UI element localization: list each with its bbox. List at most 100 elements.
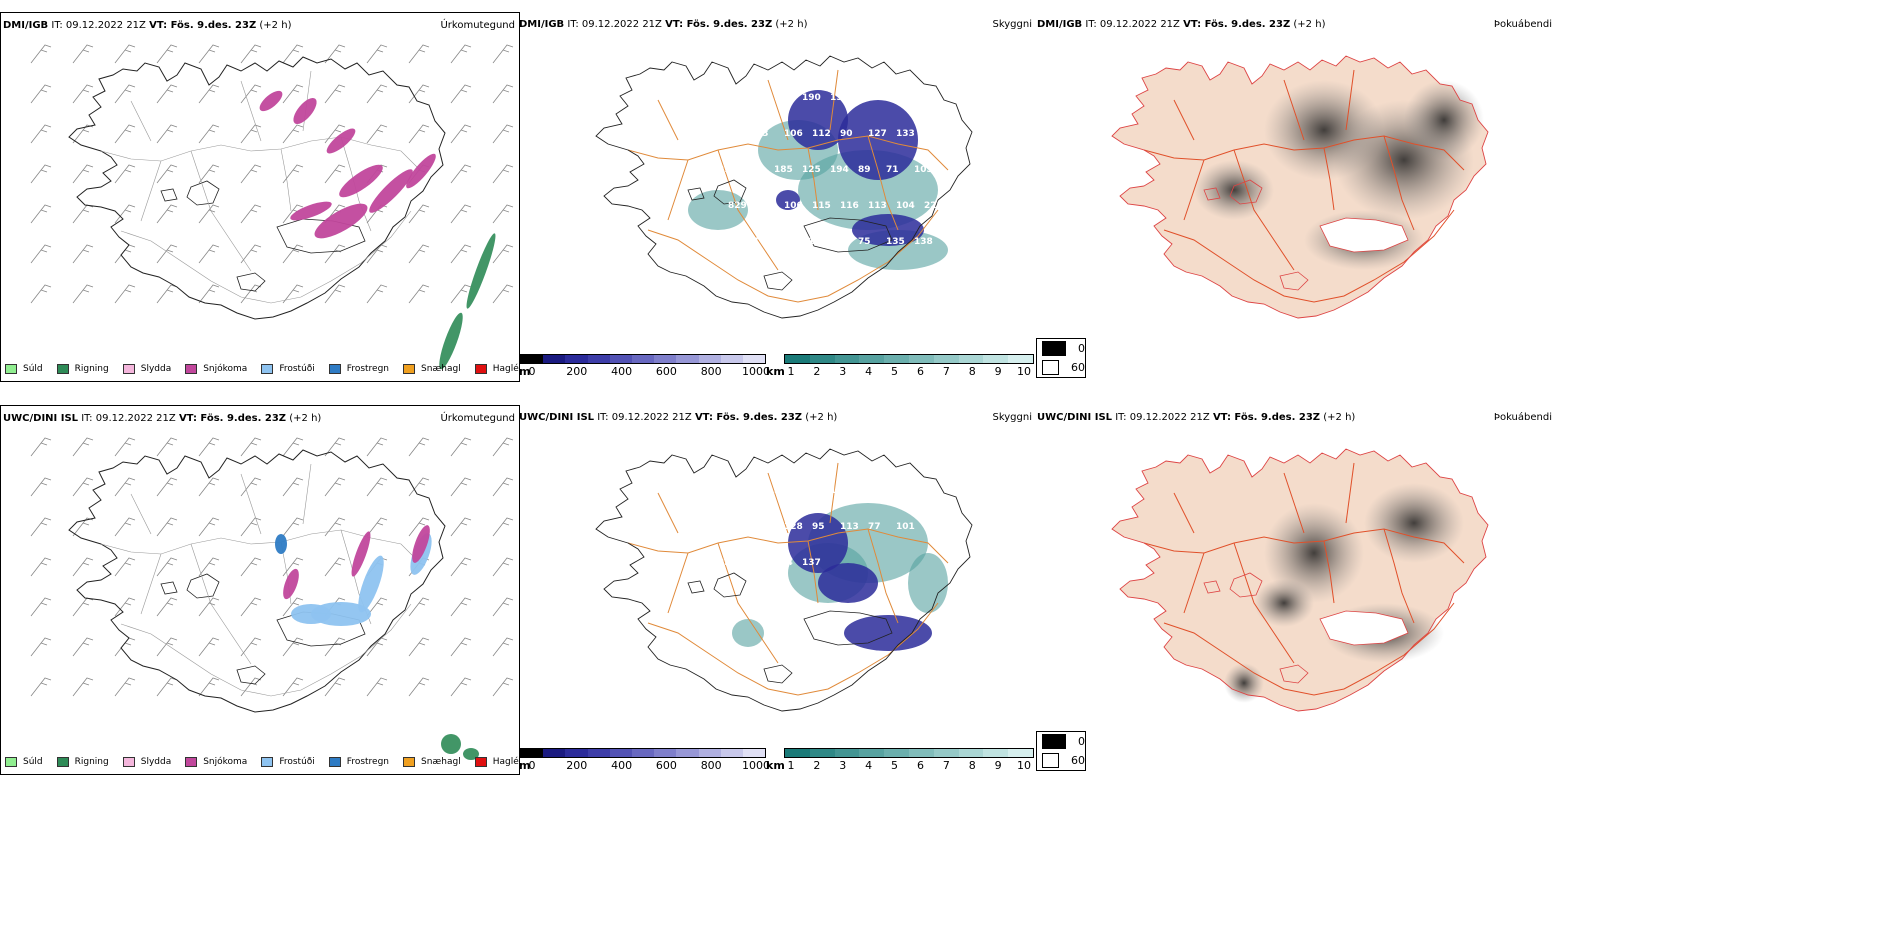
legend-label: Súld (23, 757, 43, 767)
visibility-value: 136 (830, 93, 849, 103)
glacier-outline (803, 217, 893, 253)
wind-barb (282, 677, 304, 697)
road (657, 492, 679, 534)
wind-barb (492, 517, 514, 537)
precip-area (788, 513, 848, 573)
road (1163, 602, 1455, 696)
legend-item: Frostúði (261, 364, 315, 374)
scale-step (742, 749, 766, 757)
wind-barb (366, 124, 388, 144)
visibility-value: 115 (812, 201, 831, 211)
wind-barb (450, 204, 472, 224)
scale-step (933, 749, 959, 757)
wind-barb (30, 124, 52, 144)
visibility-value: 231 (802, 486, 821, 496)
visibility-value: 106 (784, 201, 803, 211)
visibility-value: 350 (718, 558, 737, 568)
panel-header: DMI/IGB IT: 09.12.2022 21Z VT: Fös. 9.de… (3, 19, 519, 35)
visibility-value: 120 (774, 93, 793, 103)
issue-time: IT: 09.12.2022 21Z (1085, 19, 1180, 30)
visibility-value: 90 (840, 129, 853, 139)
scale-step (884, 355, 909, 363)
legend-item: Snjókoma (185, 364, 247, 374)
scale-tick-label: 600 (655, 365, 677, 378)
wind-barb (72, 677, 94, 697)
iceland-map: 82 95 120 190 136 115 126 97 100 53 106 112 90 127 133… (595, 55, 973, 319)
wind-barb (114, 44, 136, 64)
wind-barb (240, 164, 262, 184)
road (1183, 159, 1205, 221)
road (1345, 69, 1355, 131)
wind-barb (450, 677, 472, 697)
visibility-value: 101 (896, 522, 915, 532)
visibility-value: 223 (924, 201, 943, 211)
scale-step (742, 355, 766, 363)
scale-step (654, 749, 677, 757)
wind-barb (156, 677, 178, 697)
issue-time: IT: 09.12.2022 21Z (1115, 412, 1210, 423)
panel-title: Úrkomutegund (440, 413, 515, 424)
scale-step (958, 355, 984, 363)
wind-barb (114, 124, 136, 144)
precip-area (283, 568, 299, 600)
precip-area (776, 190, 800, 210)
scale-step (609, 355, 632, 363)
fog-black-swatch (1042, 734, 1066, 749)
glacier-outline (763, 664, 793, 684)
visibility-value: 82 (718, 93, 731, 103)
wind-barb (324, 44, 346, 64)
wind-barb (282, 244, 304, 264)
coastline (68, 56, 446, 320)
wind-barb (198, 244, 220, 264)
wind-barb (366, 677, 388, 697)
glacier-outline (1229, 572, 1263, 598)
valid-time: VT: Fös. 9.des. 23Z (149, 20, 257, 31)
wind-barb (324, 437, 346, 457)
km-scale-unit: km (766, 759, 785, 772)
legend-label: Frostregn (346, 364, 390, 374)
road (1283, 472, 1305, 534)
km-scale-ticks: 1 2 3 4 5 6 7 8 9 10 (784, 758, 1034, 772)
precip-area (259, 90, 283, 112)
wind-barb (72, 477, 94, 497)
wind-barb (450, 244, 472, 264)
valid-time: VT: Fös. 9.des. 23Z (1212, 412, 1321, 423)
legend-swatch (328, 757, 341, 767)
wind-barb (366, 597, 388, 617)
road (1143, 528, 1465, 564)
scale-step (676, 749, 699, 757)
road (1283, 79, 1305, 141)
road (667, 552, 689, 614)
wind-barb (156, 637, 178, 657)
m-scale-unit: m (519, 759, 531, 772)
visibility-labels: 82 95 120 190 136 115 126 97 100 53 106 112 90 127 133… (718, 93, 943, 247)
wind-barb (366, 44, 388, 64)
lead-time: (+2 h) (1293, 19, 1326, 30)
visibility-value: 67 (746, 237, 759, 247)
legend-swatch (474, 757, 487, 767)
legend-swatch (185, 364, 198, 374)
road (647, 602, 939, 696)
legend-item: Snæhagl (403, 757, 461, 767)
visibility-value: 469 (718, 486, 737, 496)
legend-swatch (56, 364, 69, 374)
wind-barb (366, 284, 388, 304)
legend-swatch (122, 757, 135, 767)
glacier-outline (236, 272, 266, 292)
wind-barb (30, 164, 52, 184)
km-scale-bar (784, 354, 1034, 364)
precip-area (326, 128, 356, 154)
legend-item: Frostregn (328, 757, 389, 767)
panel-header: UWC/DINI ISL IT: 09.12.2022 21Z VT: Fös.… (1037, 411, 1556, 427)
visibility-panel-bottom: UWC/DINI ISL IT: 09.12.2022 21Z VT: Fös.… (518, 405, 1036, 773)
scale-step (587, 355, 610, 363)
road (190, 150, 252, 272)
wind-barb (240, 477, 262, 497)
glacier-outline (1279, 664, 1309, 684)
model-name: DMI/IGB (3, 20, 49, 31)
iceland-map (1111, 55, 1489, 319)
glacier (1320, 218, 1408, 252)
visibility-value: 113 (868, 201, 887, 211)
wind-barb (30, 44, 52, 64)
m-scale-unit: m (519, 365, 531, 378)
